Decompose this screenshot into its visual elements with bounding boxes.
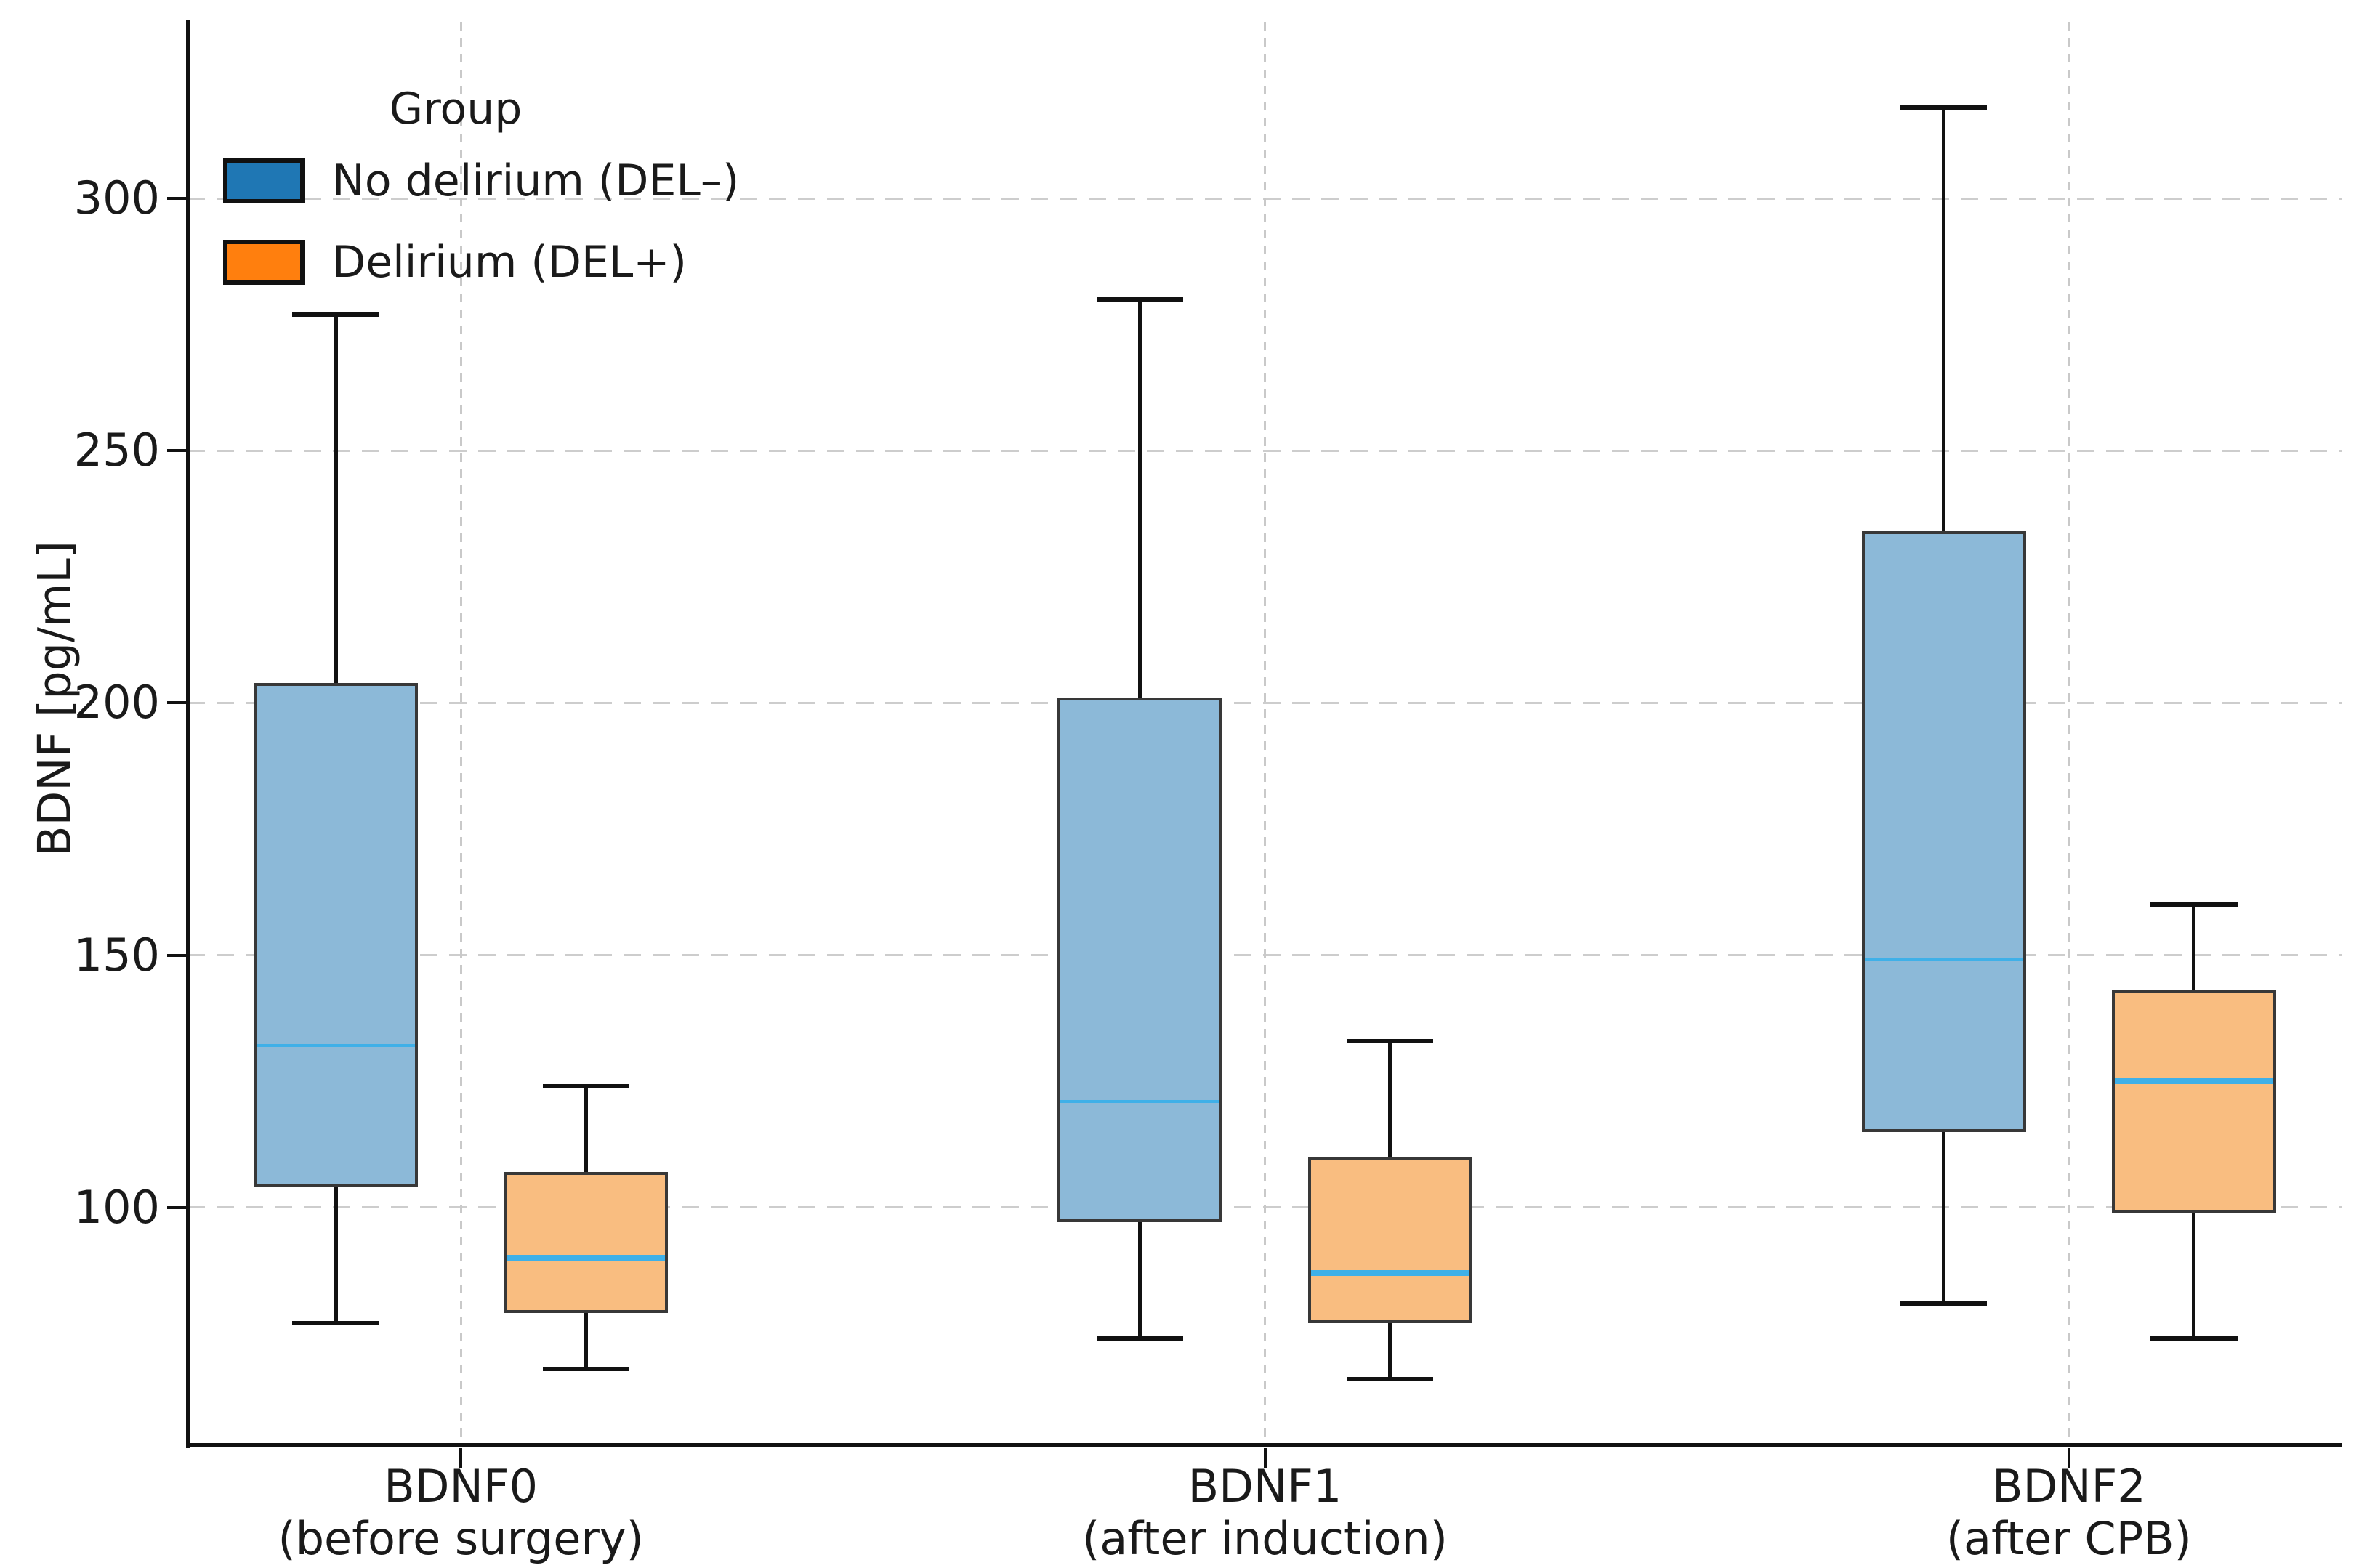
box <box>1057 698 1222 1223</box>
x-category-subname: (after induction) <box>1082 1512 1448 1565</box>
whisker-cap-top <box>542 1084 630 1089</box>
median-line <box>2114 1078 2274 1085</box>
y-tick <box>167 953 187 957</box>
box <box>253 682 419 1187</box>
legend-title: Group <box>389 84 523 134</box>
whisker-cap-top <box>292 312 379 317</box>
whisker-cap-top <box>1900 105 1988 110</box>
median-line <box>1310 1269 1469 1276</box>
median-line <box>1864 958 2023 962</box>
gridline-vertical <box>1264 22 1266 1444</box>
y-tick-label: 200 <box>73 676 160 730</box>
x-tick <box>2067 1448 2070 1468</box>
whisker-cap-bottom <box>292 1321 379 1326</box>
x-category-subname: (after CPB) <box>1945 1512 2192 1565</box>
whisker-cap-bottom <box>1900 1301 1988 1306</box>
whisker-cap-top <box>1346 1038 1434 1043</box>
x-category-label: BDNF1 (after induction) <box>938 1460 1592 1565</box>
legend-swatch <box>223 158 305 203</box>
whisker-cap-bottom <box>542 1366 630 1371</box>
y-tick <box>167 197 187 200</box>
legend-label: Delirium (DEL+) <box>332 237 687 288</box>
median-line <box>1060 1099 1219 1103</box>
median-line <box>507 1255 666 1261</box>
x-axis-spine <box>186 1443 2342 1447</box>
legend: Group No delirium (DEL–) Delirium (DEL+) <box>223 84 739 320</box>
whisker-cap-top <box>1096 296 1184 302</box>
whisker-cap-bottom <box>2150 1336 2238 1341</box>
y-tick-label: 150 <box>73 928 160 982</box>
legend-entry: No delirium (DEL–) <box>223 157 739 205</box>
x-category-name: BDNF0 <box>384 1460 539 1513</box>
legend-entry: Delirium (DEL+) <box>223 238 688 286</box>
x-category-name: BDNF2 <box>1991 1460 2146 1513</box>
y-tick <box>167 1205 187 1209</box>
y-tick <box>167 449 187 453</box>
x-tick <box>459 1448 463 1468</box>
box <box>504 1172 669 1314</box>
box <box>1861 531 2026 1132</box>
y-tick-label: 300 <box>73 171 160 225</box>
box <box>2111 990 2277 1213</box>
x-category-name: BDNF1 <box>1187 1460 1342 1513</box>
whisker-cap-top <box>2150 902 2238 908</box>
box <box>1307 1157 1472 1324</box>
y-tick <box>167 701 187 705</box>
legend-entries: No delirium (DEL–) Delirium (DEL+) <box>223 157 739 286</box>
gridline-vertical <box>459 22 462 1444</box>
median-line <box>256 1044 416 1048</box>
x-category-label: BDNF2 (after CPB) <box>1742 1460 2367 1565</box>
x-category-subname: (before surgery) <box>278 1512 644 1565</box>
gridline-vertical <box>2068 22 2070 1444</box>
legend-swatch <box>223 240 305 285</box>
legend-label: No delirium (DEL–) <box>332 155 740 206</box>
y-tick-label: 100 <box>73 1180 160 1234</box>
x-tick <box>1263 1448 1267 1468</box>
whisker-cap-bottom <box>1096 1336 1184 1341</box>
x-category-label: BDNF0 (before surgery) <box>134 1460 788 1565</box>
whisker-cap-bottom <box>1346 1376 1434 1381</box>
y-tick-label: 250 <box>73 424 160 477</box>
y-axis-spine <box>186 20 190 1448</box>
